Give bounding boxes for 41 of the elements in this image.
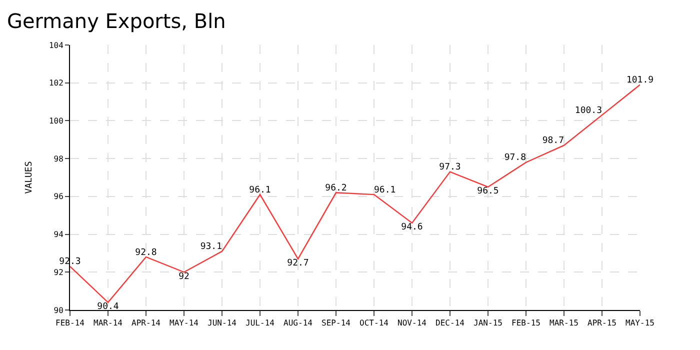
x-tick-label: MAY-15	[626, 318, 655, 328]
data-label: 92	[178, 272, 190, 282]
y-tick-label: 102	[48, 78, 64, 88]
data-label: 94.6	[401, 222, 423, 233]
x-tick-label: JUL-14	[246, 318, 275, 328]
data-label: 98.7	[542, 136, 564, 146]
x-tick-label: APR-14	[132, 318, 161, 328]
data-label: 97.3	[439, 162, 461, 173]
x-tick-label: JAN-15	[474, 318, 503, 328]
y-tick-label: 100	[48, 116, 64, 126]
chart-title: Germany Exports, Bln	[7, 9, 226, 33]
y-tick-label: 96	[54, 192, 64, 202]
x-tick-label: FEB-14	[56, 318, 85, 328]
data-label: 100.3	[574, 106, 602, 116]
x-tick-label: MAY-14	[170, 318, 199, 328]
data-label: 96.1	[249, 185, 271, 196]
y-tick-label: 92	[54, 268, 64, 277]
data-label: 92.7	[287, 258, 309, 269]
data-label: 97.8	[504, 153, 526, 164]
x-tick-label: DEC-14	[436, 318, 465, 328]
y-tick-label: 104	[48, 40, 64, 50]
data-label: 96.5	[477, 186, 499, 197]
x-tick-label: SEP-14	[322, 318, 351, 328]
y-tick-label: 98	[54, 154, 64, 164]
data-label: 101.9	[626, 76, 654, 86]
x-tick-label: NOV-14	[398, 318, 427, 328]
data-label: 90.4	[97, 302, 119, 312]
x-tick-label: MAR-15	[550, 318, 579, 328]
data-label: 96.1	[374, 185, 396, 196]
x-tick-label: OCT-14	[360, 318, 389, 328]
x-tick-label: FEB-15	[512, 318, 541, 328]
x-tick-label: MAR-14	[94, 318, 123, 328]
x-tick-label: APR-15	[588, 318, 617, 328]
x-tick-label: AUG-14	[284, 318, 313, 328]
data-label: 96.2	[325, 183, 347, 194]
x-tick-label: JUN-14	[208, 318, 237, 328]
data-label: 93.1	[200, 242, 222, 252]
y-axis-title: VALUES	[24, 161, 34, 194]
y-tick-label: 90	[54, 306, 64, 315]
data-label: 92.8	[135, 248, 157, 258]
y-tick-label: 94	[54, 230, 64, 240]
